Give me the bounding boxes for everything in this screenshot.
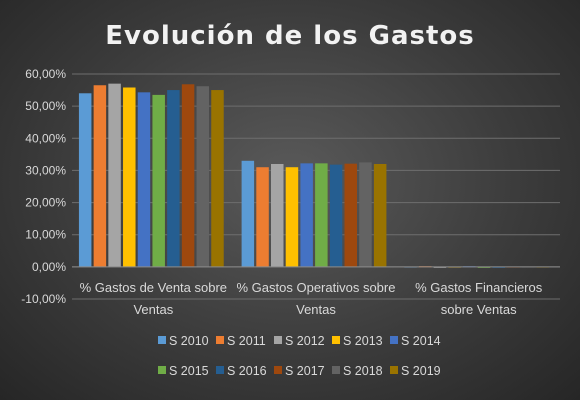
bar-s-2011-cat-1: [93, 85, 107, 267]
bar-s-2014-cat-1: [137, 92, 151, 267]
bar-s-2013-cat-1: [123, 87, 136, 267]
legend-label: S 2018: [343, 364, 383, 378]
legend-label: S 2014: [401, 334, 441, 348]
bar-s-2019-cat-1: [211, 90, 224, 267]
legend-label: S 2011: [227, 334, 266, 348]
legend: S 2010 S 2011 S 2012 S 2013 S 2014 S 2015 S 20…: [158, 334, 441, 378]
legend-label: S 2017: [285, 364, 325, 378]
category-label: Ventas: [296, 302, 336, 317]
legend-swatch: [390, 336, 398, 344]
bar-s-2017-cat-2: [344, 163, 357, 267]
legend-label: S 2010: [169, 334, 209, 348]
y-axis-ticks: -10,00% 0,00% 10,00% 20,00% 30,00% 40,00% 50,0…: [21, 67, 66, 306]
bar-s-2016-cat-2: [329, 164, 343, 267]
bar-s-2016-cat-1: [167, 90, 180, 267]
category-label: % Gastos Financieros: [415, 280, 543, 295]
bar-s-2010-cat-2: [241, 160, 255, 267]
y-tick-label: 0,00%: [32, 260, 66, 274]
legend-label: S 2012: [285, 334, 325, 348]
legend-swatch: [390, 366, 398, 374]
legend-label: S 2015: [169, 364, 209, 378]
y-tick-label: 40,00%: [25, 131, 66, 145]
y-tick-label: 60,00%: [25, 67, 66, 81]
category-label: % Gastos Operativos sobre: [237, 280, 396, 295]
legend-swatch: [274, 336, 282, 344]
category-label: % Gastos de Venta sobre: [80, 280, 227, 295]
legend-swatch: [158, 336, 166, 344]
bar-s-2018-cat-2: [359, 162, 372, 267]
legend-swatch: [158, 366, 166, 374]
category-labels: % Gastos de Venta sobre Ventas % Gastos Op…: [80, 280, 543, 317]
legend-swatch: [274, 366, 282, 374]
bar-s-2012-cat-1: [108, 83, 121, 267]
y-tick-label: 10,00%: [25, 228, 66, 242]
legend-swatch: [332, 336, 340, 344]
bar-s-2015-cat-2: [315, 163, 328, 267]
bar-s-2013-cat-2: [285, 167, 299, 267]
bar-s-2012-cat-2: [271, 164, 284, 267]
bar-s-2014-cat-2: [300, 163, 313, 267]
legend-swatch: [216, 336, 224, 344]
y-tick-label: 30,00%: [25, 163, 66, 177]
bars: [78, 83, 550, 268]
legend-label: S 2019: [401, 364, 441, 378]
bar-s-2015-cat-1: [152, 94, 165, 267]
bar-s-2011-cat-2: [256, 167, 269, 267]
bar-s-2019-cat-2: [373, 164, 387, 267]
bar-s-2017-cat-1: [181, 84, 195, 267]
legend-label: S 2013: [343, 334, 383, 348]
bar-s-2018-cat-1: [196, 86, 210, 267]
legend-label: S 2016: [227, 364, 267, 378]
bar-s-2010-cat-1: [78, 93, 92, 267]
category-label: sobre Ventas: [441, 302, 517, 317]
chart-title: Evolución de los Gastos: [105, 21, 474, 51]
category-label: Ventas: [133, 302, 173, 317]
y-tick-label: -10,00%: [21, 292, 66, 306]
y-tick-label: 50,00%: [25, 99, 66, 113]
legend-swatch: [216, 366, 224, 374]
y-tick-label: 20,00%: [25, 196, 66, 210]
legend-swatch: [332, 366, 340, 374]
